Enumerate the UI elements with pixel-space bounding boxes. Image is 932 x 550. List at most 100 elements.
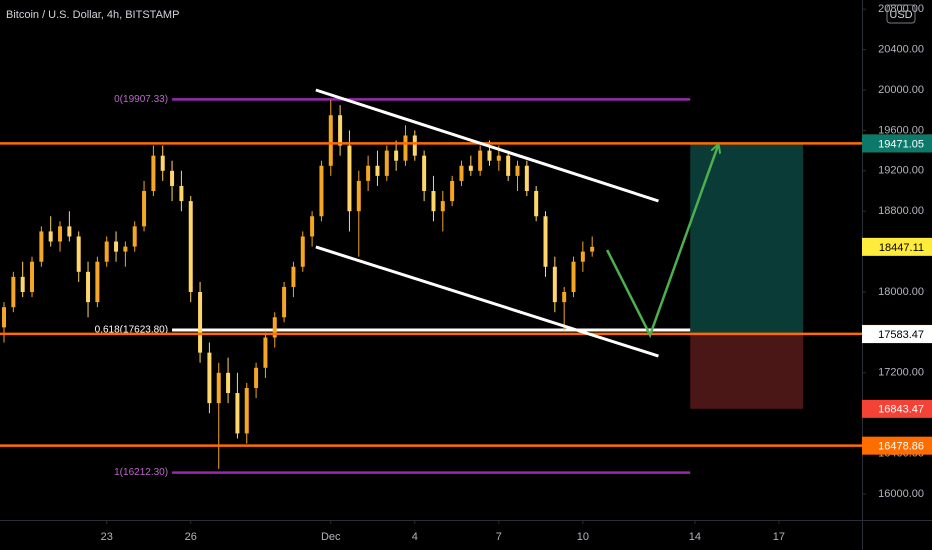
x-tick-label: 7 — [496, 531, 502, 543]
price-tag — [862, 436, 932, 455]
fib-label: 0.618(17623.80) — [95, 325, 168, 336]
price-tag — [862, 399, 932, 418]
price-tag-label: 18447.11 — [879, 242, 924, 254]
candle-body — [580, 251, 585, 262]
currency[interactable]: USD — [889, 9, 912, 21]
candle-body — [86, 271, 91, 303]
price-tag-label: 16478.86 — [878, 441, 924, 453]
fib-label: 0(19907.33) — [114, 94, 168, 105]
candle-body — [244, 387, 249, 434]
candle-body — [468, 165, 473, 171]
candle-body — [319, 165, 324, 217]
loss-zone — [690, 333, 804, 409]
x-tick-label: 10 — [577, 531, 589, 543]
projection-arrow — [606, 145, 718, 339]
candle-body — [198, 292, 203, 353]
candle-body — [506, 155, 511, 176]
candle-body — [384, 150, 389, 176]
candle-body — [496, 155, 501, 161]
candle-body — [282, 286, 287, 318]
x-tick-label: 14 — [689, 531, 701, 543]
candle-body — [2, 307, 7, 328]
candle-body — [160, 155, 165, 171]
candle-body — [114, 241, 119, 252]
candle-body — [338, 115, 343, 146]
y-tick-label: 19200.00 — [878, 165, 924, 177]
candle-body — [515, 165, 520, 176]
channel-line — [315, 88, 659, 203]
candle-body — [20, 276, 25, 293]
x-tick-label: 23 — [101, 531, 113, 543]
candle-body — [347, 145, 352, 212]
candle-body — [562, 292, 567, 303]
candle-body — [254, 367, 259, 388]
chart-title: Bitcoin / U.S. Dollar, 4h, BITSTAMP — [6, 9, 179, 21]
candle-body — [263, 337, 268, 368]
candle-body — [394, 150, 399, 161]
price-tag-label: 19471.05 — [878, 138, 924, 150]
x-tick-label: 4 — [412, 531, 418, 543]
candle-body — [403, 135, 408, 161]
y-tick-label: 19600.00 — [878, 124, 924, 136]
candle-body — [431, 191, 436, 212]
price-tag — [862, 134, 932, 153]
candle-body — [310, 216, 315, 237]
y-tick-label: 18800.00 — [878, 205, 924, 217]
x-tick-label: Dec — [321, 531, 341, 543]
candle-body — [543, 216, 548, 267]
candle-body — [132, 226, 137, 247]
price-tag — [862, 237, 932, 256]
candle-body — [104, 241, 109, 262]
candle-body — [11, 276, 16, 308]
price-tag — [862, 325, 932, 344]
x-tick-label: 17 — [773, 531, 785, 543]
currency-button[interactable] — [886, 4, 916, 24]
candle-body — [450, 180, 455, 202]
y-tick-label: 16000.00 — [878, 488, 924, 500]
candle-body — [534, 191, 539, 217]
candle-body — [590, 246, 595, 252]
candle-body — [30, 261, 35, 293]
fib-label: 1(16212.30) — [114, 467, 168, 478]
candle-body — [39, 231, 44, 262]
candle-body — [356, 180, 361, 212]
candle-body — [151, 155, 156, 192]
x-tick-label: 26 — [185, 531, 197, 543]
candle-body — [487, 150, 492, 161]
candle-body — [179, 185, 184, 202]
candle-body — [412, 135, 417, 156]
y-tick-label: 20400.00 — [878, 44, 924, 56]
candle-body — [440, 201, 445, 212]
candle-body — [123, 246, 128, 252]
y-tick-label: 17200.00 — [878, 367, 924, 379]
candle-body — [459, 165, 464, 181]
profit-zone — [690, 143, 804, 334]
candle-body — [170, 170, 175, 186]
candle-body — [272, 317, 277, 338]
y-tick-label: 18000.00 — [878, 286, 924, 298]
candle-body — [478, 150, 483, 171]
candle-body — [235, 393, 240, 434]
candle-body — [328, 115, 333, 166]
price-tag-label: 16843.47 — [878, 404, 924, 416]
candle-body — [552, 266, 557, 303]
candle-body — [67, 226, 72, 237]
candle-body — [142, 191, 147, 227]
candle-body — [95, 261, 100, 303]
candle-body — [188, 201, 193, 293]
candle-body — [58, 226, 63, 242]
channel-line — [315, 245, 659, 358]
candle-body — [76, 236, 81, 272]
y-tick-label: 20800.00 — [878, 3, 924, 15]
y-tick-label: 20000.00 — [878, 84, 924, 96]
candle-body — [226, 372, 231, 394]
candle-body — [216, 372, 221, 404]
candle-body — [524, 165, 529, 192]
candle-body — [300, 236, 305, 267]
price-tag-label: 17583.47 — [878, 329, 924, 341]
candle-body — [422, 155, 427, 192]
candle-body — [571, 261, 576, 293]
candle-body — [291, 266, 296, 287]
